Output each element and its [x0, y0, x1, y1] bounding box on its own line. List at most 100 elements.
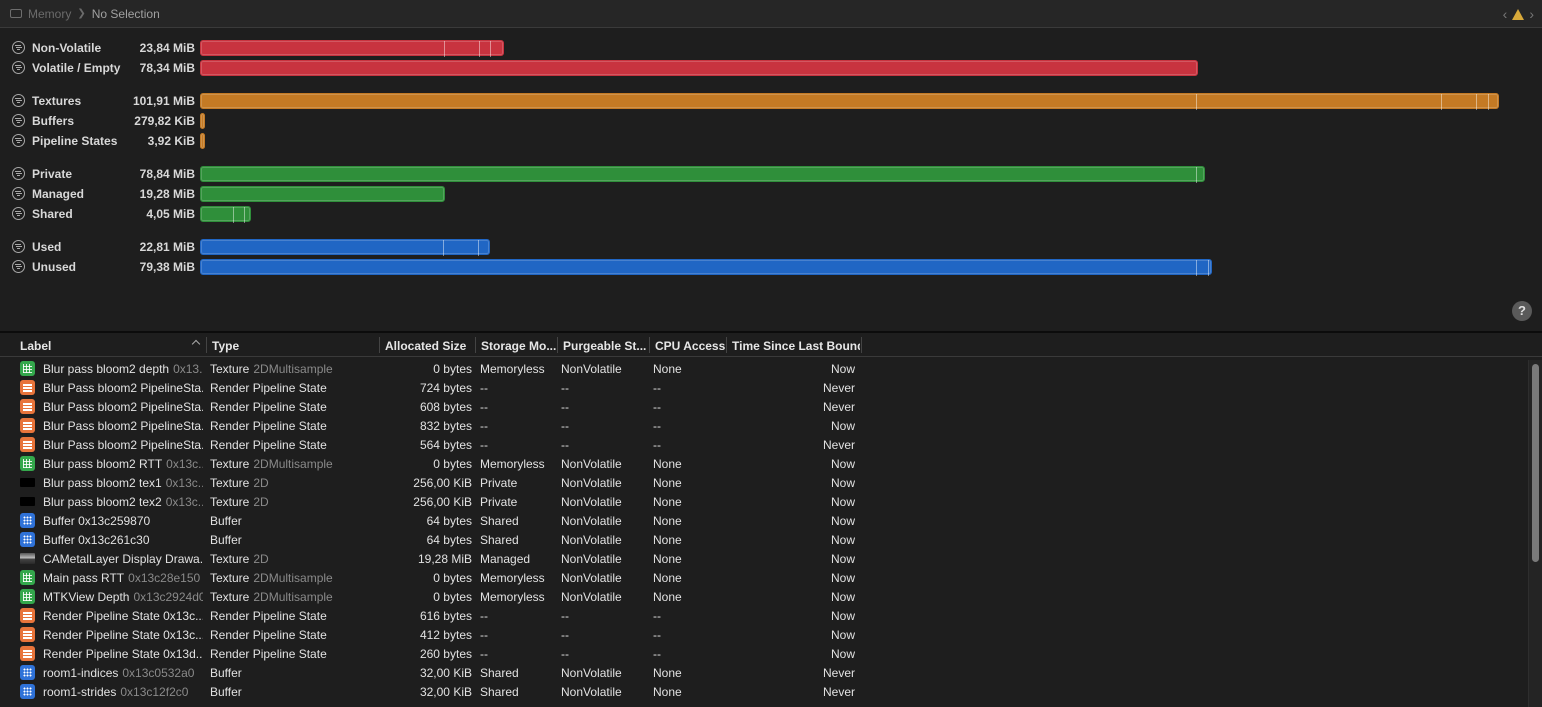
cell-label: Blur Pass bloom2 PipelineSta... — [43, 400, 203, 414]
memory-bar[interactable] — [200, 166, 1205, 183]
memory-bar-segment[interactable] — [234, 207, 245, 223]
resource-type: Texture — [210, 362, 250, 376]
table-row[interactable]: MTKView Depth 0x13c2924d0 Texture 2DMultisa… — [0, 587, 1528, 606]
cell-cpu-access: None — [653, 476, 682, 490]
column-separator[interactable] — [475, 337, 476, 353]
memory-bar-segment[interactable] — [444, 240, 479, 256]
memory-bar[interactable] — [200, 239, 490, 256]
column-separator[interactable] — [726, 337, 727, 353]
memory-bar-segment[interactable] — [201, 41, 445, 57]
table-row[interactable]: CAMetalLayer Display Drawa... Texture 2D 19… — [0, 549, 1528, 568]
filter-icon[interactable] — [12, 134, 25, 147]
cell-label: room1-indices 0x13c0532a0 — [43, 666, 203, 680]
cell-storage-mode: Shared — [480, 666, 519, 680]
filter-icon[interactable] — [12, 260, 25, 273]
warning-icon[interactable] — [1512, 8, 1525, 20]
table-row[interactable]: room1-strides 0x13c12f2c0 Buffer 32,00 KiB S… — [0, 682, 1528, 701]
filter-icon[interactable] — [12, 187, 25, 200]
table-row[interactable]: Render Pipeline State 0x13d... Render Pip… — [0, 644, 1528, 663]
table-row[interactable]: Main pass RTT 0x13c28e150 Texture 2DMultisa… — [0, 568, 1528, 587]
black-thumbnail-icon — [20, 478, 35, 487]
memory-bar-segment[interactable] — [201, 167, 1197, 183]
memory-bar-segment[interactable] — [1197, 94, 1442, 110]
table-row[interactable]: room1-indices 0x13c0532a0 Buffer 32,00 KiB S… — [0, 663, 1528, 682]
vertical-scrollbar[interactable] — [1528, 360, 1542, 707]
memory-bar-segment[interactable] — [1442, 94, 1477, 110]
memory-bar-segment[interactable] — [1197, 260, 1209, 276]
forward-chevron-icon[interactable]: › — [1529, 6, 1534, 22]
memory-bar-segment[interactable] — [445, 41, 480, 57]
memory-bar-segment[interactable] — [201, 240, 444, 256]
memory-bar[interactable] — [200, 186, 445, 202]
table-row[interactable]: Blur Pass bloom2 PipelineSta... Render Pi… — [0, 397, 1528, 416]
cell-storage-mode: -- — [480, 628, 488, 642]
table-row[interactable]: Render Pipeline State 0x13c... Render Pip… — [0, 625, 1528, 644]
black-thumbnail-icon — [20, 497, 35, 506]
cell-type: Render Pipeline State — [210, 609, 377, 623]
column-separator[interactable] — [557, 337, 558, 353]
cell-type: Render Pipeline State — [210, 419, 377, 433]
cell-cpu-access: None — [653, 362, 682, 376]
column-cpu-access[interactable]: CPU Access — [655, 339, 725, 353]
scroll-thumb[interactable] — [1532, 364, 1539, 562]
split-divider[interactable] — [0, 331, 1542, 333]
resource-address: 0x13c2924d0 — [133, 590, 203, 604]
help-button[interactable]: ? — [1512, 301, 1532, 321]
column-separator[interactable] — [206, 337, 207, 353]
cell-time-since-last-bound: Never — [822, 438, 855, 452]
column-separator[interactable] — [861, 337, 862, 353]
memory-row: Volatile / Empty 78,34 MiB — [0, 59, 1542, 77]
memory-bar-segment[interactable] — [201, 94, 1197, 110]
filter-icon[interactable] — [12, 41, 25, 54]
column-label[interactable]: Label — [20, 339, 52, 353]
column-separator[interactable] — [379, 337, 380, 353]
memory-bar[interactable] — [200, 60, 1198, 76]
filter-icon[interactable] — [12, 61, 25, 74]
table-row[interactable]: Buffer 0x13c261c30 Buffer 64 bytes Shared No… — [0, 530, 1528, 549]
cell-time-since-last-bound: Now — [830, 590, 855, 604]
resource-type: Texture — [210, 476, 250, 490]
table-row[interactable]: Blur Pass bloom2 PipelineSta... Render Pi… — [0, 416, 1528, 435]
cell-type: Texture 2DMultisample — [210, 590, 377, 604]
filter-icon[interactable] — [12, 167, 25, 180]
memory-bar-segment[interactable] — [201, 260, 1197, 276]
memory-bar[interactable] — [200, 206, 251, 223]
memory-bar-segment[interactable] — [480, 41, 491, 57]
memory-bar[interactable] — [200, 113, 205, 129]
table-row[interactable]: Blur Pass bloom2 PipelineSta... Render Pi… — [0, 378, 1528, 397]
cell-allocated-size: 256,00 KiB — [413, 476, 472, 490]
memory-bar[interactable] — [200, 133, 205, 149]
filter-icon[interactable] — [12, 207, 25, 220]
memory-bar-segment[interactable] — [201, 207, 234, 223]
breadcrumb-selection[interactable]: No Selection — [91, 6, 160, 21]
cell-cpu-access: -- — [653, 419, 661, 433]
memory-bar-segment[interactable] — [1477, 94, 1489, 110]
column-time-since-last-bound[interactable]: Time Since Last Bound — [732, 339, 860, 353]
resource-subtype: 2DMultisample — [253, 571, 333, 585]
cell-storage-mode: Shared — [480, 533, 519, 547]
back-chevron-icon[interactable]: ‹ — [1502, 6, 1508, 22]
breadcrumb-section[interactable]: Memory — [28, 6, 72, 21]
table-row[interactable]: Render Pipeline State 0x13c... Render Pip… — [0, 606, 1528, 625]
table-row[interactable]: Buffer 0x13c259870 Buffer 64 bytes Shared No… — [0, 511, 1528, 530]
memory-bar[interactable] — [200, 40, 504, 57]
memory-bar[interactable] — [200, 93, 1499, 110]
filter-icon[interactable] — [12, 94, 25, 107]
filter-icon[interactable] — [12, 114, 25, 127]
column-type[interactable]: Type — [212, 339, 240, 353]
memory-row: Private 78,84 MiB — [0, 165, 1542, 183]
column-storage-mode[interactable]: Storage Mo... — [481, 339, 556, 353]
column-separator[interactable] — [649, 337, 650, 353]
memory-bar[interactable] — [200, 259, 1212, 276]
cell-storage-mode: Memoryless — [480, 362, 545, 376]
column-allocated-size[interactable]: Allocated Size — [385, 339, 467, 353]
table-row[interactable]: Blur Pass bloom2 PipelineSta... Render Pi… — [0, 435, 1528, 454]
filter-icon[interactable] — [12, 240, 25, 253]
cell-time-since-last-bound: Never — [822, 381, 855, 395]
column-purgeable-state[interactable]: Purgeable St... — [563, 339, 647, 353]
